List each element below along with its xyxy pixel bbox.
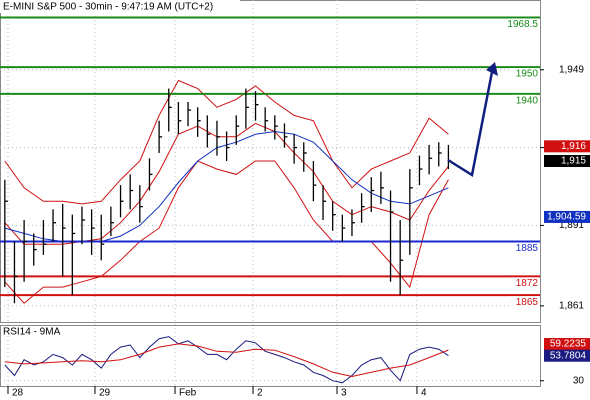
price-label: 1,916 xyxy=(561,141,586,152)
x-tick-label: 29 xyxy=(99,388,111,399)
level-label: 1872 xyxy=(516,278,539,289)
y-tick-label: 1,949 xyxy=(559,64,584,75)
rsi-tick-label: 30 xyxy=(573,375,585,386)
level-label-bg xyxy=(510,18,539,31)
level-label-bg xyxy=(510,94,539,107)
level-label: 1968.5 xyxy=(507,19,538,30)
level-label: 1950 xyxy=(516,69,539,80)
projection-arrow xyxy=(447,71,494,178)
rsi-line xyxy=(4,336,449,384)
price-label-box xyxy=(544,210,590,223)
chart-title: E-MINI S&P 500 - 30min - 9:47:19 AM (UTC… xyxy=(3,2,213,13)
x-tick-label: 3 xyxy=(341,388,347,399)
title-bg xyxy=(0,0,240,13)
price-label-box xyxy=(544,140,590,153)
arrow-head xyxy=(486,62,498,76)
rsi-label: 59.2235 xyxy=(550,339,587,350)
indicator-line xyxy=(4,160,449,304)
x-tick-label: 28 xyxy=(12,388,24,399)
price-label-box xyxy=(544,155,590,167)
rsi-label-box xyxy=(544,338,590,351)
price-label: 1,904.59 xyxy=(547,212,586,223)
x-tick-label: Feb xyxy=(179,388,197,399)
rsi-panel xyxy=(0,325,541,387)
level-label-bg xyxy=(510,68,539,81)
rsi-label: 53.7804 xyxy=(550,350,587,361)
x-tick-label: 2 xyxy=(257,388,263,399)
level-label-bg xyxy=(510,242,539,255)
y-tick-label: 1,861 xyxy=(559,301,584,312)
rsi-line xyxy=(4,343,449,378)
rsi-label-box xyxy=(544,349,590,362)
level-label-bg xyxy=(510,296,539,309)
price-label: 1,915 xyxy=(561,156,586,167)
level-label: 1885 xyxy=(516,243,539,254)
level-label: 1865 xyxy=(516,297,539,308)
x-tick-label: 4 xyxy=(421,388,427,399)
level-label-bg xyxy=(510,277,539,290)
level-label: 1940 xyxy=(516,96,539,107)
indicator-line xyxy=(4,79,449,205)
rsi-title: RSI14 - 9MA xyxy=(3,327,61,338)
y-tick-label: 1,891 xyxy=(559,220,584,231)
